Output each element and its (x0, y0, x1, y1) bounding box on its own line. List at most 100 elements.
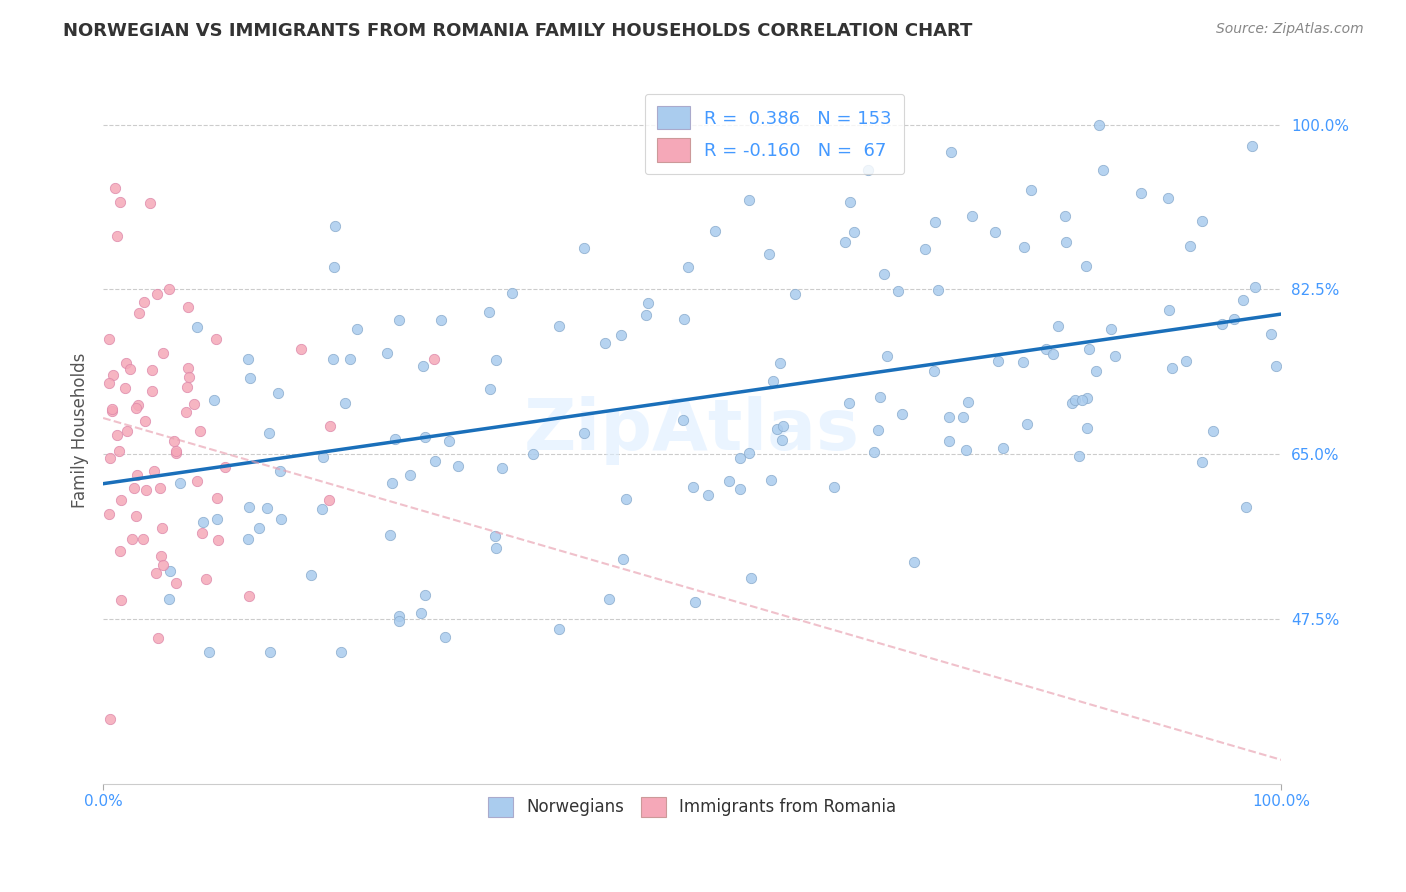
Point (478, 305, 501, 319)
Point (259, 645, 281, 659)
Point (165, 444, 187, 458)
Point (346, 322, 368, 336)
Point (1019, 183, 1042, 197)
Point (323, 219, 346, 234)
Point (108, 443, 131, 458)
Point (610, 328, 633, 343)
Point (938, 409, 960, 424)
Point (205, 512, 228, 526)
Point (1223, 312, 1246, 326)
Point (1129, 186, 1152, 200)
Point (501, 285, 523, 300)
Point (478, 382, 501, 396)
Point (955, 442, 977, 457)
Point (312, 450, 335, 465)
Point (269, 465, 291, 479)
Point (165, 445, 187, 459)
Point (238, 500, 260, 515)
Point (157, 592, 180, 607)
Point (1053, 209, 1076, 223)
Point (205, 491, 228, 505)
Point (1175, 354, 1198, 368)
Point (159, 564, 181, 578)
Point (105, 228, 128, 243)
Point (762, 374, 785, 388)
Point (991, 441, 1014, 455)
Point (522, 447, 544, 461)
Point (141, 384, 163, 399)
Point (761, 473, 783, 487)
Point (114, 381, 136, 395)
Point (766, 422, 789, 436)
Point (783, 287, 806, 301)
Point (323, 260, 346, 274)
Point (430, 312, 453, 326)
Point (124, 508, 146, 523)
Point (257, 426, 280, 441)
Point (132, 294, 155, 309)
Point (1092, 163, 1115, 178)
Point (267, 386, 290, 401)
Point (1160, 361, 1182, 376)
Point (740, 571, 762, 585)
Point (728, 451, 751, 466)
Point (1178, 239, 1201, 253)
Point (924, 215, 946, 229)
Point (738, 445, 761, 459)
Point (1211, 318, 1233, 332)
Point (868, 423, 890, 437)
Point (548, 319, 571, 334)
Point (108, 195, 131, 210)
Point (1074, 259, 1097, 273)
Point (856, 163, 879, 178)
Point (388, 312, 411, 326)
Point (952, 410, 974, 425)
Point (270, 512, 292, 526)
Point (1077, 342, 1099, 356)
Point (485, 353, 508, 368)
Point (188, 424, 211, 438)
Point (207, 533, 229, 548)
Point (1012, 240, 1035, 254)
Point (204, 332, 226, 346)
Point (636, 309, 658, 323)
Point (157, 282, 180, 296)
Point (728, 482, 751, 496)
Point (98, 332, 121, 346)
Point (98, 451, 121, 466)
Point (1064, 393, 1087, 408)
Point (612, 552, 634, 566)
Point (98, 376, 121, 390)
Point (122, 481, 145, 495)
Point (174, 405, 197, 419)
Point (938, 434, 960, 448)
Point (704, 224, 727, 238)
Text: Source: ZipAtlas.com: Source: ZipAtlas.com (1216, 22, 1364, 37)
Point (115, 424, 138, 438)
Point (299, 567, 322, 582)
Point (890, 407, 912, 421)
Point (110, 592, 132, 607)
Point (145, 566, 167, 580)
Point (1071, 392, 1094, 407)
Point (330, 645, 353, 659)
Point (863, 445, 886, 459)
Point (236, 532, 259, 546)
Point (202, 392, 225, 407)
Point (388, 615, 411, 629)
Point (484, 529, 506, 543)
Point (957, 395, 980, 409)
Point (101, 401, 124, 416)
Point (103, 368, 125, 383)
Point (437, 434, 460, 449)
Point (183, 397, 205, 411)
Point (339, 352, 361, 367)
Point (1202, 425, 1225, 439)
Point (772, 419, 794, 434)
Point (105, 428, 128, 442)
Point (318, 492, 340, 507)
Point (399, 468, 422, 483)
Point (1062, 396, 1084, 410)
Point (1264, 359, 1286, 373)
Point (423, 352, 446, 367)
